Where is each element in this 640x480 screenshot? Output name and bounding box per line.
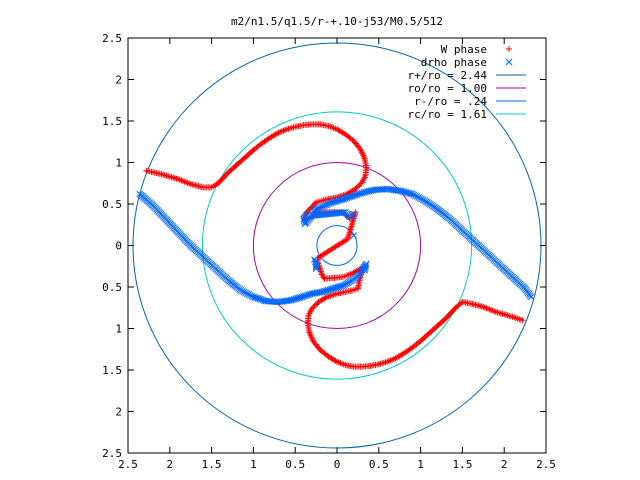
chart-title: m2/n1.5/q1.5/r-+.10-j53/M0.5/512 [231,15,443,28]
legend-symbol [505,58,513,66]
w-phase-point [359,179,366,186]
x-tick-label: 1 [417,458,424,471]
w-phase-point [356,182,363,189]
drho-phase-point [361,267,368,274]
drho-phase-point [312,263,320,271]
w-phase-point [315,298,322,305]
reference-circle [132,42,542,449]
reference-circle [201,111,473,380]
y-tick-label: 2 [115,406,122,419]
x-tick-label: 0 [334,458,341,471]
w-phase-point [320,274,327,281]
drho-phase-point [245,291,253,298]
drho-phase-point [412,192,419,200]
y-tick-label: 0 [115,240,122,253]
w-phase-point [312,301,319,308]
drho-phase-point [239,287,246,295]
drho-phase-point [242,289,249,297]
legend-label: rc/ro = 1.61 [408,108,487,121]
reference-circle [316,225,358,266]
x-tick-label: 1.5 [202,458,222,471]
w-phase-point [355,183,362,190]
y-tick-label: 1 [115,323,122,336]
w-phase-point [332,357,339,364]
x-tick-label: 2 [166,458,173,471]
drho-phase-point [527,293,535,301]
y-tick-label: 1 [115,157,122,170]
y-tick-label: 2.5 [102,32,122,45]
drho-phase-point [350,210,358,218]
drho-phase-point [350,232,358,239]
y-tick-label: 2.5 [102,447,122,460]
drho-phase-point [240,288,248,296]
drho-phase-point [361,265,369,273]
drho-phase-point [311,256,318,263]
w-phase-point [274,130,281,137]
legend-label: r-/ro = .24 [414,95,487,108]
w-phase-point [314,300,321,307]
reference-circle [252,162,422,329]
phase-markers [136,121,535,370]
legend-symbol [506,46,512,52]
y-tick-label: 0.5 [102,198,122,211]
drho-phase-point [237,286,245,294]
drho-phase-point [413,193,421,200]
drho-phase-point [243,290,251,297]
y-tick-label: 2 [115,74,122,87]
drho-phase-point [419,196,427,204]
x-tick-label: 2 [501,458,508,471]
axis-ticks: 2.5 2 1.5 1 0.5 0 0.5 1 1.5 2 2.52.521.510.500.511… [102,32,556,471]
w-phase-point [311,302,318,309]
y-tick-label: 0.5 [102,281,122,294]
legend-label: ro/ro = 1.00 [408,82,487,95]
drho-phase-point [416,194,424,202]
x-tick-label: 1 [250,458,257,471]
reference-circles [132,42,542,449]
drho-phase-point [408,190,416,198]
drho-phase-point [312,265,320,273]
y-tick-label: 1.5 [102,364,122,377]
drho-phase-point [410,191,418,199]
x-tick-label: 2.5 [536,458,556,471]
drho-phase-point [246,291,254,299]
drho-phase-point [415,194,422,201]
legend-label: drho phase [421,56,487,69]
y-tick-label: 1.5 [102,115,122,128]
x-tick-label: 1.5 [452,458,472,471]
legend-label: W phase [441,43,487,56]
w-phase-point [519,317,526,324]
w-phase-point [357,180,364,187]
x-tick-label: 2.5 [118,458,138,471]
x-tick-label: 0.5 [369,458,389,471]
legend-label: r+/ro = 2.44 [408,69,488,82]
drho-phase-point [418,195,425,203]
x-tick-label: 0.5 [285,458,305,471]
